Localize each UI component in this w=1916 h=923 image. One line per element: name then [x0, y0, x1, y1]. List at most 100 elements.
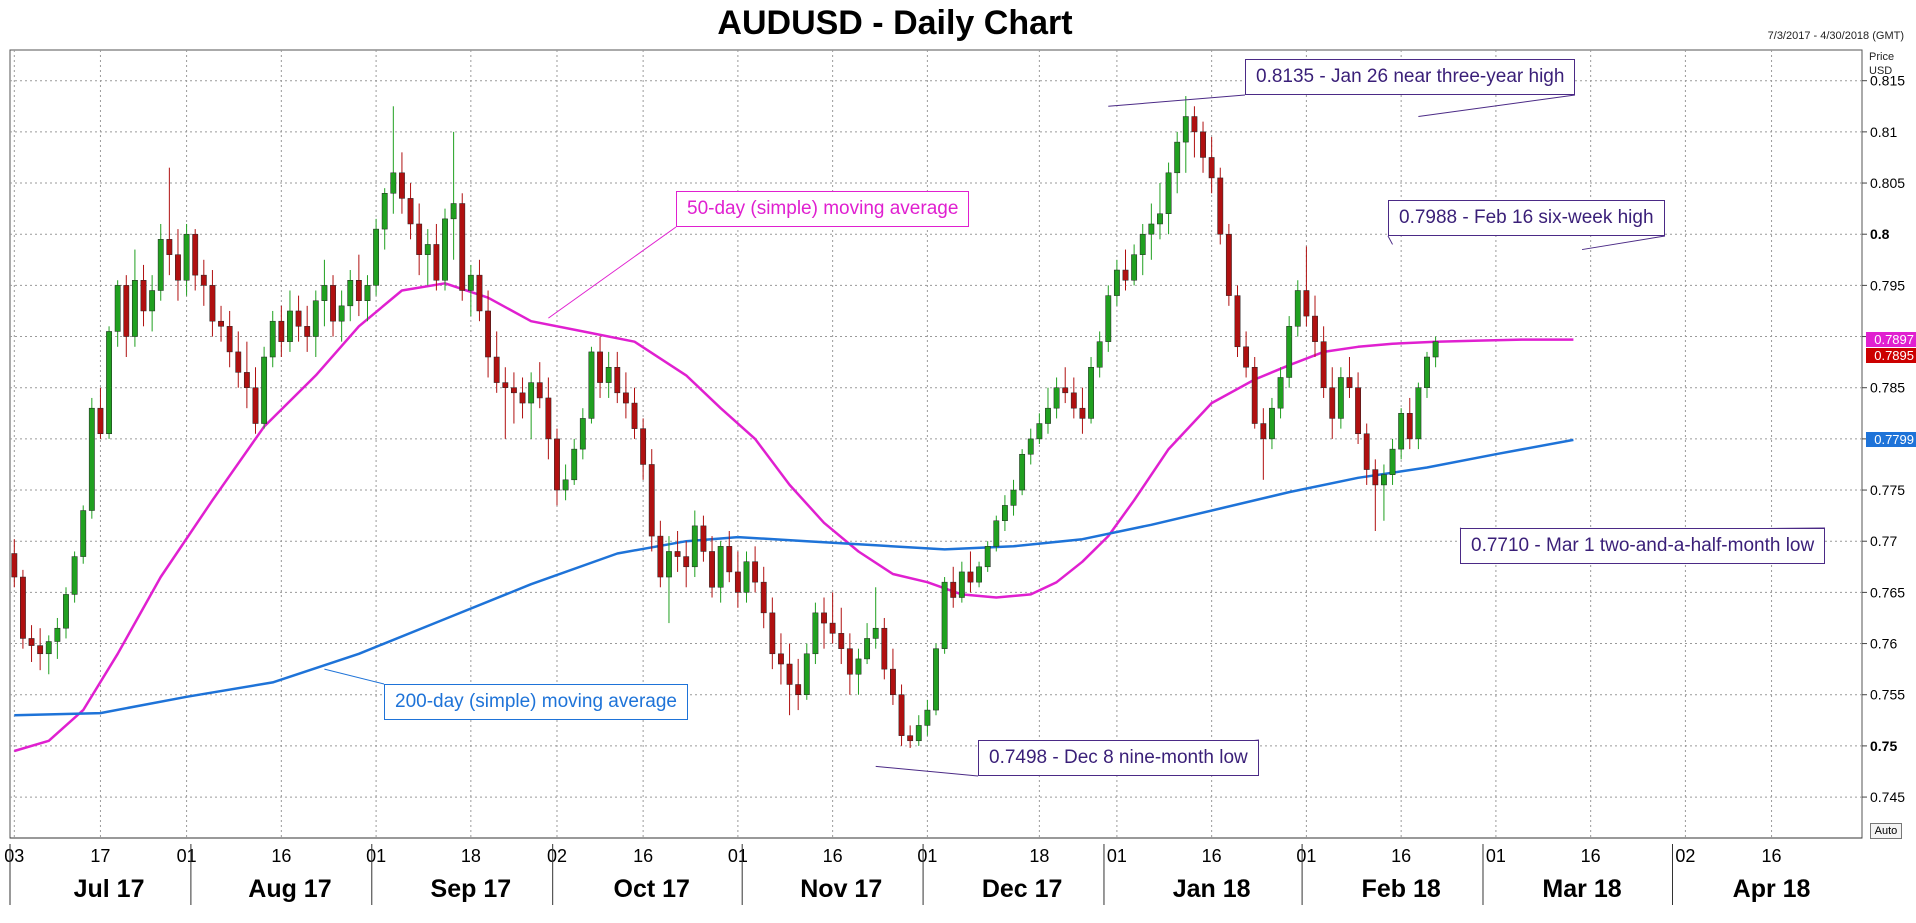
candle [1045, 387, 1051, 434]
candle [287, 290, 293, 352]
candle [795, 658, 802, 711]
candle-body [821, 612, 827, 624]
candle-body [769, 612, 776, 655]
candle [140, 264, 147, 327]
candle [1432, 336, 1439, 368]
candle-body [381, 193, 388, 230]
candle-body [536, 382, 543, 399]
candle [476, 259, 483, 322]
y-tick-label: 0.76 [1870, 636, 1897, 652]
candle-body [261, 356, 268, 424]
candle-body [304, 326, 311, 337]
date-range-label: 7/3/2017 - 4/30/2018 (GMT) [1767, 30, 1904, 42]
candle [864, 623, 871, 665]
candle [450, 131, 457, 260]
candle [872, 587, 879, 649]
candle [175, 229, 181, 301]
candle [1200, 121, 1206, 173]
candle-body [321, 285, 328, 301]
candle-body [278, 320, 285, 342]
candle-body [924, 709, 931, 726]
candle [924, 699, 931, 736]
candle [1251, 357, 1258, 429]
candle [1312, 295, 1318, 358]
candle-body [493, 356, 500, 383]
price-axis-unit: Price USD [1869, 50, 1894, 78]
month-label: Aug 17 [248, 875, 331, 903]
candle-body [1010, 489, 1017, 506]
candle-body [424, 244, 431, 255]
x-tick-label: 02 [547, 846, 567, 866]
candle [976, 561, 982, 588]
candle [442, 208, 448, 291]
candle [993, 515, 1000, 552]
y-tick-label: 0.75 [1870, 738, 1897, 754]
candle [666, 536, 672, 624]
candle-body [958, 571, 965, 598]
callout-line [548, 226, 677, 319]
candle [907, 725, 914, 748]
candle-body [1113, 269, 1120, 296]
candle-body [252, 387, 259, 424]
candle [597, 336, 603, 398]
candle [734, 551, 741, 608]
candle [709, 536, 715, 598]
candle-body [579, 418, 586, 450]
candle-body [666, 551, 672, 578]
candle [1277, 367, 1284, 419]
candle [399, 152, 405, 214]
y-tick-label: 0.8 [1870, 226, 1890, 242]
candle [683, 541, 690, 588]
candle [1105, 285, 1112, 352]
candle-body [166, 239, 173, 255]
candle-body [45, 641, 52, 655]
candle-body [1105, 295, 1112, 342]
candle [1088, 357, 1094, 424]
candle [1260, 408, 1267, 480]
month-label: Jan 18 [1173, 875, 1251, 903]
candle-body [37, 645, 44, 655]
candle [252, 367, 259, 434]
candle-body [597, 351, 603, 383]
candle-body [734, 571, 741, 593]
candle-body [709, 551, 715, 588]
candle-body [1381, 474, 1387, 486]
candle [700, 515, 707, 562]
candle-body [373, 228, 380, 286]
x-tick-label: 01 [177, 846, 197, 866]
candle-body [476, 274, 483, 312]
candle [1363, 423, 1370, 485]
candle-body [898, 694, 905, 736]
candle-body [1424, 356, 1430, 388]
candle-body [976, 566, 982, 583]
candle [1148, 203, 1155, 260]
candle-body [1355, 387, 1362, 435]
candle [295, 295, 302, 342]
candle-body [1062, 387, 1069, 394]
price-axis-unit-line1: Price [1869, 51, 1895, 63]
candle-body [1432, 341, 1439, 358]
candle-body [683, 556, 690, 568]
candle-body [54, 627, 61, 642]
candle [579, 408, 586, 460]
candle [37, 628, 44, 671]
candle-body [864, 638, 871, 660]
candle [743, 551, 750, 603]
candle [261, 346, 268, 429]
candle [1294, 280, 1301, 337]
candle-body [1045, 407, 1051, 424]
candle [304, 305, 311, 352]
auto-scale-button[interactable]: Auto [1870, 823, 1902, 839]
candle-body [71, 556, 78, 595]
candle-body [1372, 469, 1379, 486]
moving-averages [13, 282, 1574, 753]
candle-body [63, 594, 69, 629]
callout-line [324, 668, 385, 685]
candle-body [648, 464, 655, 537]
candle [958, 561, 965, 603]
candle [1424, 351, 1430, 398]
candle [235, 331, 242, 388]
candle [269, 310, 276, 368]
y-tick-label: 0.805 [1870, 175, 1905, 191]
